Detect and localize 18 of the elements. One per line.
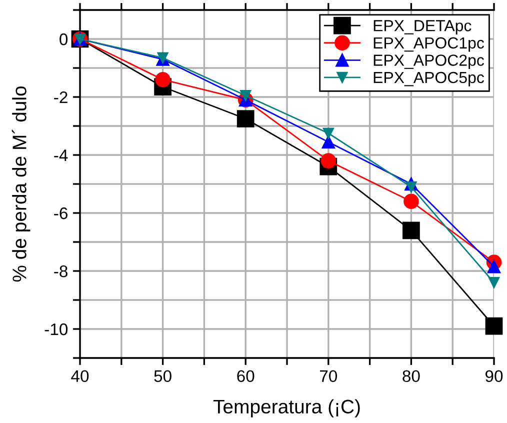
legend-label: EPX_APOC5pc xyxy=(374,72,484,86)
y-tick-label: 0 xyxy=(60,33,68,46)
x-tick-label: 80 xyxy=(402,370,420,382)
y-tick-label: -10 xyxy=(44,323,68,336)
x-tick-label: 50 xyxy=(154,370,172,382)
legend-label: EPX_APOC2pc xyxy=(374,54,484,70)
y-tick-label: -4 xyxy=(54,150,68,162)
legend-label: EPX_APOC1pc xyxy=(374,37,484,52)
y-tick-label: -8 xyxy=(54,265,68,278)
y-axis-title: % de perda de M´ dulo xyxy=(12,86,30,282)
x-tick-label: 70 xyxy=(320,370,338,382)
x-tick-label: 40 xyxy=(71,370,89,382)
x-tick-label: 60 xyxy=(237,370,254,382)
y-tick-label: -2 xyxy=(54,91,68,104)
x-tick-label: 90 xyxy=(486,370,503,382)
legend-label: EPX_DETApc xyxy=(374,20,472,34)
x-axis-title: Temperatura (¡C) xyxy=(213,399,360,418)
y-tick-label: -6 xyxy=(54,207,68,220)
